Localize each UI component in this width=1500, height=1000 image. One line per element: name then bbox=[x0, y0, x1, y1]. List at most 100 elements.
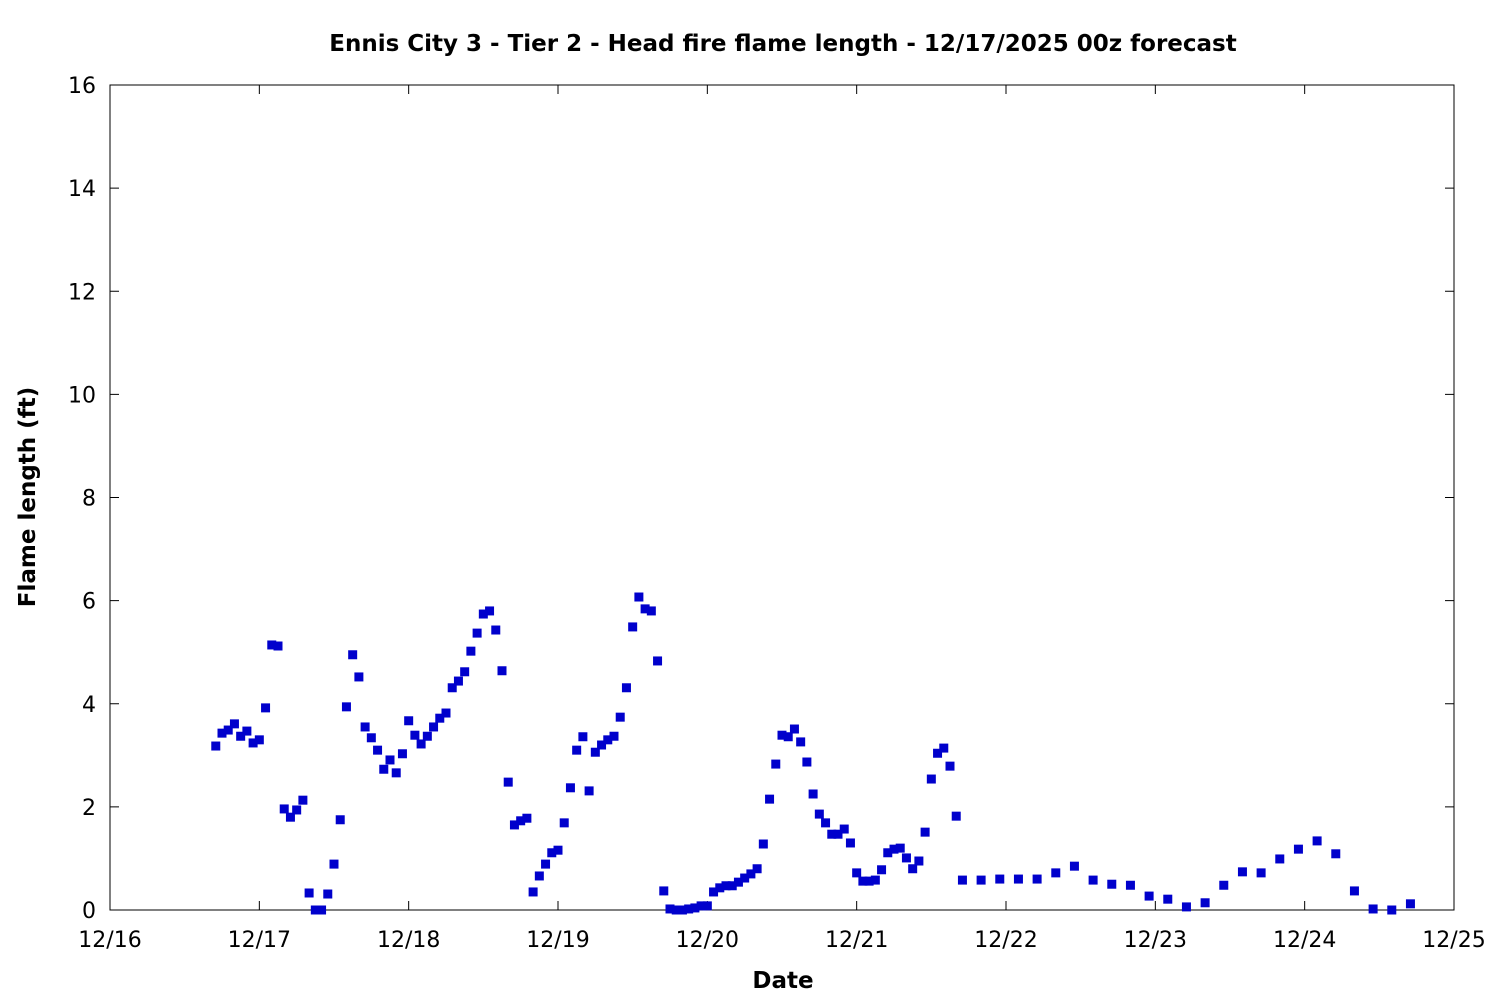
data-point bbox=[895, 843, 905, 853]
data-point bbox=[808, 789, 818, 799]
data-point bbox=[845, 838, 855, 848]
data-point bbox=[634, 592, 644, 602]
data-point bbox=[466, 646, 476, 656]
data-point bbox=[317, 905, 327, 915]
data-point bbox=[833, 829, 843, 839]
data-point bbox=[472, 628, 482, 638]
data-point bbox=[584, 786, 594, 796]
data-point bbox=[366, 733, 376, 743]
data-point bbox=[870, 875, 880, 885]
data-point bbox=[323, 889, 333, 899]
plot-frame bbox=[109, 84, 1455, 911]
data-point bbox=[702, 901, 712, 911]
data-point bbox=[565, 783, 575, 793]
data-point bbox=[285, 812, 295, 822]
data-point bbox=[1163, 894, 1173, 904]
data-points bbox=[211, 592, 1415, 915]
data-point bbox=[696, 901, 706, 911]
data-point bbox=[609, 731, 619, 741]
data-point bbox=[914, 856, 924, 866]
data-point bbox=[740, 873, 750, 883]
data-point bbox=[503, 777, 513, 787]
data-point bbox=[373, 745, 383, 755]
data-point bbox=[1032, 874, 1042, 884]
data-point bbox=[597, 740, 607, 750]
data-point bbox=[217, 728, 227, 738]
data-point bbox=[397, 749, 407, 759]
x-tick-label: 12/18 bbox=[377, 928, 440, 953]
data-point bbox=[1387, 905, 1397, 915]
data-point bbox=[758, 839, 768, 849]
axis-ticks: 12/16 12/17 12/18 12/19 12/20 12/21 12/22 12/23… bbox=[68, 74, 1486, 953]
data-point bbox=[945, 761, 955, 771]
data-point bbox=[883, 848, 893, 858]
data-point bbox=[727, 881, 737, 891]
data-point bbox=[273, 641, 283, 651]
data-point bbox=[1312, 836, 1322, 846]
data-point bbox=[976, 875, 986, 885]
data-point bbox=[528, 887, 538, 897]
data-point bbox=[223, 725, 233, 735]
x-tick-label: 12/20 bbox=[676, 928, 739, 953]
data-point bbox=[671, 905, 681, 915]
data-point bbox=[1144, 891, 1154, 901]
data-point bbox=[435, 713, 445, 723]
x-tick-label: 12/25 bbox=[1422, 928, 1485, 953]
data-point bbox=[335, 815, 345, 825]
data-point bbox=[310, 905, 320, 915]
data-point bbox=[821, 818, 831, 828]
data-point bbox=[771, 759, 781, 769]
data-point bbox=[690, 903, 700, 913]
data-point bbox=[789, 724, 799, 734]
data-point bbox=[877, 865, 887, 875]
y-tick-label: 2 bbox=[82, 796, 96, 821]
data-point bbox=[603, 735, 613, 745]
data-point bbox=[534, 871, 544, 881]
data-point bbox=[1275, 854, 1285, 864]
data-point bbox=[385, 755, 395, 765]
y-tick-label: 14 bbox=[68, 177, 96, 202]
data-point bbox=[447, 683, 457, 693]
data-point bbox=[709, 887, 719, 897]
data-point bbox=[621, 683, 631, 693]
x-tick-label: 12/19 bbox=[526, 928, 589, 953]
data-point bbox=[229, 719, 239, 729]
y-tick-label: 16 bbox=[68, 74, 96, 99]
data-point bbox=[1051, 868, 1061, 878]
data-point bbox=[248, 738, 258, 748]
data-point bbox=[211, 741, 221, 751]
data-point bbox=[572, 745, 582, 755]
data-point bbox=[236, 731, 246, 741]
data-point bbox=[329, 859, 339, 869]
data-point bbox=[410, 730, 420, 740]
data-point bbox=[659, 886, 669, 896]
data-point bbox=[777, 730, 787, 740]
data-point bbox=[640, 604, 650, 614]
data-point bbox=[1349, 886, 1359, 896]
data-point bbox=[864, 876, 874, 886]
data-point bbox=[802, 757, 812, 767]
data-point bbox=[478, 609, 488, 619]
data-point bbox=[684, 904, 694, 914]
y-tick-label: 10 bbox=[68, 383, 96, 408]
y-tick-label: 4 bbox=[82, 693, 96, 718]
data-point bbox=[858, 876, 868, 886]
data-point bbox=[1219, 880, 1229, 890]
data-point bbox=[453, 676, 463, 686]
data-point bbox=[1107, 879, 1117, 889]
data-point bbox=[746, 869, 756, 879]
data-point bbox=[497, 666, 507, 676]
data-point bbox=[522, 813, 532, 823]
data-point bbox=[1200, 898, 1210, 908]
chart-title: Ennis City 3 - Tier 2 - Head fire flame … bbox=[329, 31, 1237, 57]
data-point bbox=[995, 874, 1005, 884]
x-tick-label: 12/24 bbox=[1273, 928, 1336, 953]
data-point bbox=[839, 824, 849, 834]
data-point bbox=[460, 667, 470, 677]
data-point bbox=[559, 818, 569, 828]
data-point bbox=[1088, 875, 1098, 885]
data-point bbox=[279, 804, 289, 814]
data-point bbox=[1181, 902, 1191, 912]
data-point bbox=[304, 888, 314, 898]
data-point bbox=[796, 737, 806, 747]
